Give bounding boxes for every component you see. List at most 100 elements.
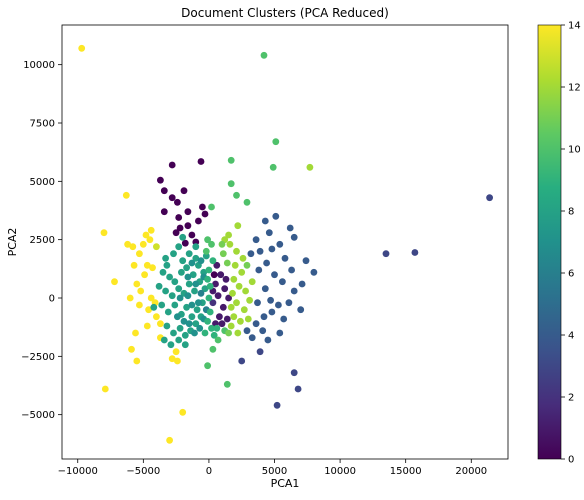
data-point [227,303,235,311]
data-point [252,236,260,244]
data-point [160,208,168,216]
data-point [229,289,236,297]
data-point [174,313,181,321]
data-point [247,250,255,258]
data-point [272,138,280,146]
data-point [219,250,227,258]
data-point [238,357,246,365]
data-point [160,336,168,344]
points-layer [78,44,493,444]
data-point [268,308,276,316]
colorbar-tick-label: 4 [568,331,574,342]
data-point [227,322,235,330]
data-point [163,322,171,330]
data-point [248,278,256,286]
data-point [209,257,217,265]
data-point [237,317,244,325]
data-point [226,240,234,248]
data-point [219,303,227,311]
data-point [158,301,166,309]
y-tick-label: 5000 [30,177,55,188]
data-point [174,198,181,206]
data-point [130,261,138,269]
data-point [248,334,256,342]
colorbar-tick-label: 6 [568,269,574,280]
y-axis: −5000 −2500 0 2500 5000 7500 10000 [21,60,62,421]
data-point [285,299,293,307]
data-point [175,285,183,293]
data-point [185,280,193,288]
data-point [411,249,419,256]
x-tick-label: 0 [206,466,212,477]
data-point [179,257,187,265]
y-tick-label: 2500 [30,235,55,246]
data-point [213,261,221,269]
data-point [157,176,164,184]
data-point [143,261,151,269]
data-point [180,317,188,325]
data-point [290,233,298,241]
y-tick-label: −2500 [21,352,55,363]
data-point [179,408,187,416]
data-point [191,287,198,295]
data-point [225,294,233,302]
data-point [240,306,248,314]
data-point [136,301,143,309]
data-point [204,317,212,325]
data-point [171,278,179,286]
data-point [184,292,192,300]
data-point [176,294,184,302]
data-point [163,261,171,269]
data-point [261,217,269,225]
data-point [168,161,176,169]
data-point [382,250,390,258]
data-point [142,231,150,239]
data-point [174,357,181,365]
data-point [188,301,196,309]
x-tick-label: 5000 [262,466,287,477]
data-point [267,296,274,304]
data-point [189,271,197,279]
data-point [201,210,209,218]
data-point [225,329,233,337]
data-point [243,327,251,335]
data-point [184,222,192,230]
data-point [255,266,263,274]
data-point [185,320,193,328]
data-point [159,268,167,276]
data-point [175,243,183,251]
data-point [168,194,176,202]
data-point [166,436,174,444]
chart-title: Document Clusters (PCA Reduced) [181,6,389,20]
data-point [188,313,196,321]
colorbar-gradient [537,24,562,460]
data-point [184,273,192,281]
data-point [197,289,205,297]
data-point [230,275,238,283]
data-point [192,254,200,262]
data-point [185,250,193,258]
data-point [172,348,180,356]
data-point [192,238,200,246]
data-point [233,191,240,199]
data-point [147,294,155,302]
x-tick-label: 10000 [324,466,356,477]
data-point [137,287,145,295]
data-point [141,271,149,279]
data-point [168,292,176,300]
data-point [170,329,177,337]
data-point [208,240,215,248]
data-point [175,336,183,344]
data-point [124,240,131,248]
data-point [204,362,212,370]
data-point [167,341,175,349]
data-point [191,329,198,337]
data-point [157,320,164,328]
x-tick-label: −10000 [58,466,98,477]
data-point [136,250,143,258]
data-point [243,198,251,206]
data-point [231,261,239,269]
data-point [276,240,284,248]
data-point [162,287,170,295]
